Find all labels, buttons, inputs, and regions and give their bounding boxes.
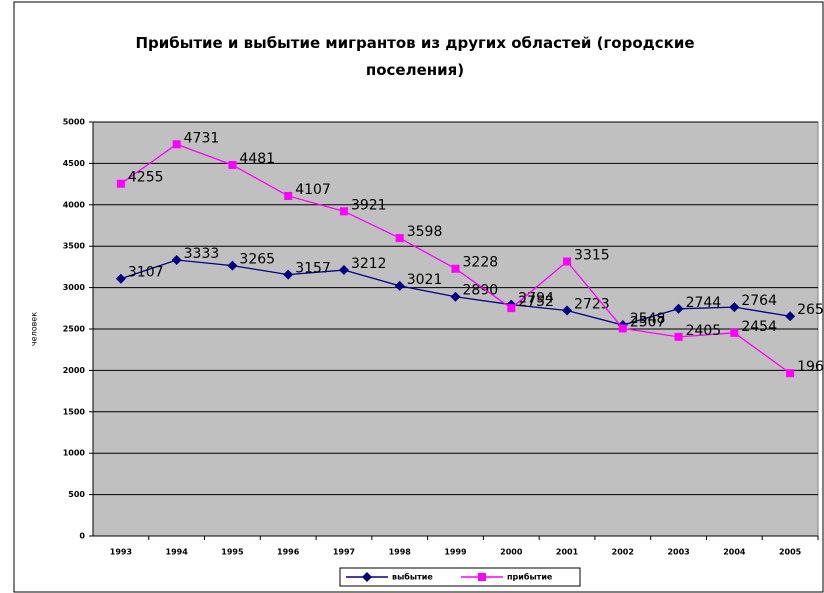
x-tick-label: 1994 [166,548,189,557]
x-tick-label: 1998 [389,548,412,557]
data-label: 3212 [351,256,387,272]
data-point [171,255,182,266]
data-point [395,234,404,243]
data-point [729,302,740,313]
legend-marker [478,573,486,581]
chart-frame [13,1,824,593]
y-tick-label: 2000 [63,366,86,375]
x-tick-label: 2000 [500,548,523,557]
x-tick-label: 2002 [612,548,634,557]
data-point [785,311,796,322]
data-point [338,265,349,276]
data-label: 2752 [518,294,554,310]
data-point [172,140,181,149]
y-tick-label: 3500 [63,242,86,251]
data-label: 2723 [574,297,610,313]
legend-label: прибытие [507,572,553,582]
data-point [227,260,238,271]
data-point [283,269,294,280]
y-tick-label: 4500 [63,159,86,168]
data-label: 2507 [630,314,666,330]
data-point [507,304,516,313]
data-point [563,257,572,266]
y-tick-label: 1000 [63,449,86,458]
x-tick-label: 2005 [779,548,802,557]
data-label: 2890 [463,283,499,299]
x-tick-label: 2003 [667,548,689,557]
data-point [116,179,125,188]
data-label: 2405 [686,323,722,339]
x-tick-label: 2004 [723,548,746,557]
y-axis-label: человек [30,312,39,346]
legend-box [339,567,581,587]
data-label: 4481 [239,151,275,167]
data-label: 1966 [797,359,824,375]
legend-label: выбытие [392,572,433,582]
data-point [284,191,293,200]
data-label: 3333 [184,246,220,262]
data-point [115,273,126,284]
data-point [618,324,627,333]
x-tick-label: 2001 [556,548,579,557]
data-label: 3157 [295,261,331,277]
data-label: 2764 [741,293,777,309]
data-point [730,328,739,337]
data-label: 2454 [741,319,777,335]
data-label: 4731 [184,130,220,146]
x-tick-label: 1999 [444,548,467,557]
data-label: 4107 [295,182,331,198]
data-point [562,305,573,316]
y-tick-label: 3000 [63,283,86,292]
x-tick-label: 1993 [110,548,132,557]
x-tick-label: 1996 [277,548,300,557]
data-point [673,303,684,314]
data-label: 3228 [463,255,499,271]
y-tick-label: 5000 [63,118,86,127]
data-label: 3921 [351,197,387,213]
data-label: 2744 [686,295,722,311]
y-tick-label: 1500 [63,407,86,416]
data-point [228,160,237,169]
data-label: 3315 [574,248,610,264]
chart-title: Прибытие и выбытие мигрантов из других о… [135,34,695,79]
data-point [450,291,461,302]
data-point [394,280,405,291]
data-point [451,264,460,273]
data-point [339,207,348,216]
y-tick-label: 4000 [63,200,86,209]
data-label: 3021 [407,272,443,288]
data-point [674,332,683,341]
x-tick-label: 1995 [221,548,244,557]
y-tick-label: 2500 [63,325,86,334]
y-tick-label: 500 [68,490,85,499]
data-label: 2548 [630,311,666,327]
data-label: 3598 [407,224,443,240]
data-label: 3107 [128,265,164,281]
data-label: 4255 [128,170,164,186]
y-tick-label: 0 [79,532,85,541]
data-point [786,369,795,378]
legend-marker [362,572,372,582]
data-label: 3265 [239,252,275,268]
x-tick-label: 1997 [333,548,355,557]
